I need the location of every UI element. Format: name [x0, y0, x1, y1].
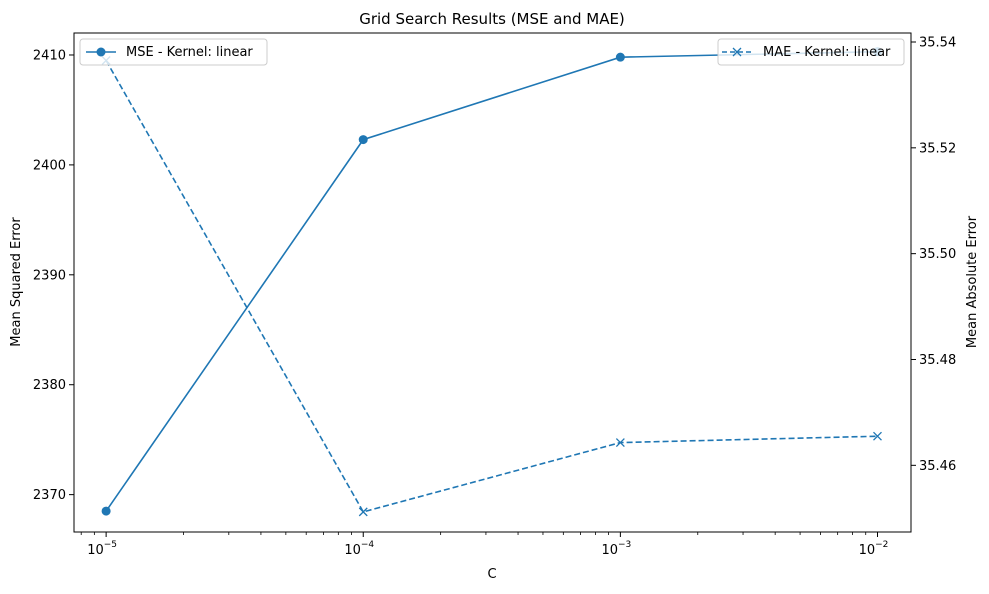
legend-mae-marker	[732, 47, 742, 57]
series-layer	[101, 47, 882, 517]
x-axis-tick-labels: 10−5 10−4 10−3 10−2	[87, 540, 888, 558]
series-0-line	[105, 50, 878, 512]
legend-mae-frame	[717, 38, 905, 66]
series-1-point-1	[358, 507, 368, 517]
right-y-tick-label-3: 35.52	[919, 141, 956, 156]
right-y-tick-label-1: 35.48	[919, 353, 956, 368]
left-y-tick-label-0: 2370	[33, 488, 66, 503]
right-y-axis-label: Mean Absolute Error	[965, 215, 980, 348]
x-axis-ticks	[80, 532, 878, 537]
left-y-tick-label-2: 2390	[33, 268, 66, 283]
series-1-point-2	[615, 438, 625, 448]
x-tick-label-3: 10−2	[859, 540, 889, 558]
legend-mse-frame	[79, 38, 268, 66]
right-y-axis-ticks: 35.46 35.48 35.50 35.52 35.54	[911, 35, 956, 474]
legend-mse: MSE - Kernel: linear	[79, 38, 268, 66]
x-tick-label-0: 10−5	[87, 540, 117, 558]
x-tick-label-2: 10−3	[601, 540, 631, 558]
series-0-point-0	[101, 506, 111, 516]
right-y-tick-label-4: 35.54	[919, 35, 956, 50]
left-y-tick-label-1: 2380	[33, 378, 66, 393]
legend-mse-marker	[96, 47, 106, 57]
series-0-point-2	[615, 52, 625, 62]
legend-mae: MAE - Kernel: linear	[717, 38, 905, 66]
x-axis-label: C	[487, 567, 496, 582]
plot-area	[73, 32, 912, 533]
legend-mse-label: MSE - Kernel: linear	[126, 45, 253, 60]
series-0-point-1	[358, 135, 368, 145]
series-1-point-3	[873, 431, 882, 441]
right-y-tick-label-0: 35.46	[919, 459, 956, 474]
x-tick-label-1: 10−4	[344, 540, 374, 558]
left-y-axis-label: Mean Squared Error	[9, 217, 24, 347]
left-y-tick-label-3: 2400	[33, 158, 66, 173]
left-y-axis-ticks: 2370 2380 2390 2400 2410	[33, 48, 74, 503]
chart-title: Grid Search Results (MSE and MAE)	[359, 10, 625, 28]
right-y-tick-label-2: 35.50	[919, 247, 956, 262]
legend-mae-label: MAE - Kernel: linear	[763, 45, 891, 60]
series-1-line	[105, 60, 878, 513]
left-y-tick-label-4: 2410	[33, 48, 66, 63]
